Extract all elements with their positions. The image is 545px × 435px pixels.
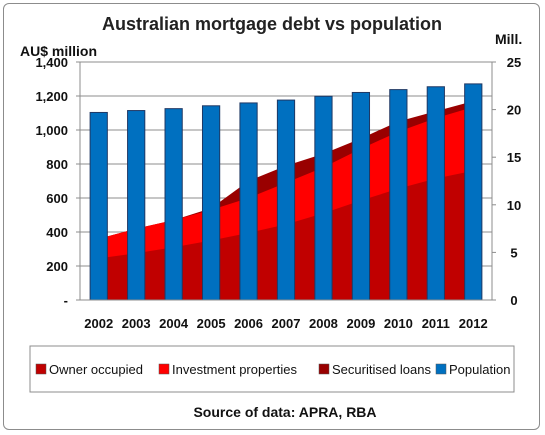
right-axis-unit: Mill. <box>495 31 522 47</box>
population-bar <box>464 83 483 301</box>
legend-swatch <box>158 363 170 375</box>
left-tick-label: 400 <box>46 225 68 240</box>
population-bar <box>127 110 146 301</box>
x-tick-label: 2008 <box>309 316 338 331</box>
x-tick-label: 2005 <box>197 316 226 331</box>
x-tick-label: 2006 <box>234 316 263 331</box>
right-tick-label: 15 <box>507 150 521 165</box>
x-tick-label: 2002 <box>84 316 113 331</box>
legend-swatch <box>318 363 330 375</box>
right-tick-label: 5 <box>510 245 517 260</box>
population-bar <box>389 89 408 301</box>
chart-title: Australian mortgage debt vs population <box>102 14 442 34</box>
legend-box <box>29 345 515 393</box>
x-tick-label: 2012 <box>459 316 488 331</box>
right-tick-label: 25 <box>507 55 521 70</box>
x-axis-ticks: 2002 2003 2004 2005 2006 2007 2008 2009 2010 2011… <box>84 316 487 331</box>
left-tick-label: 600 <box>46 191 68 206</box>
population-bar <box>314 95 333 301</box>
x-tick-label: 2009 <box>346 316 375 331</box>
population-bar <box>276 99 296 301</box>
population-bar <box>239 102 258 301</box>
legend-label: Investment properties <box>172 362 298 377</box>
source-note: Source of data: APRA, RBA <box>193 404 376 420</box>
population-bar <box>351 91 371 301</box>
legend-label: Securitised loans <box>332 362 431 377</box>
left-tick-label: 800 <box>46 157 68 172</box>
left-axis-ticks: - 200 400 600 800 1,000 1,200 1,400 <box>35 55 80 308</box>
legend-label: Owner occupied <box>49 362 143 377</box>
left-tick-label: 1,200 <box>35 89 68 104</box>
population-bar <box>164 108 183 301</box>
x-tick-label: 2003 <box>122 316 151 331</box>
left-tick-label: 1,400 <box>35 55 68 70</box>
x-tick-label: 2011 <box>422 316 450 331</box>
x-tick-label: 2010 <box>384 316 413 331</box>
legend: Owner occupied Investment properties Secur… <box>35 362 510 377</box>
legend-label: Population <box>449 362 510 377</box>
x-tick-label: 2004 <box>159 316 189 331</box>
population-bar <box>89 111 108 301</box>
left-tick-label: 1,000 <box>35 123 68 138</box>
population-bar <box>201 105 221 301</box>
x-tick-label: 2007 <box>272 316 301 331</box>
left-axis-unit: AU$ million <box>20 43 97 59</box>
left-tick-label: 200 <box>46 259 68 274</box>
right-tick-label: 0 <box>510 293 517 308</box>
legend-swatch <box>35 363 47 375</box>
legend-swatch <box>435 363 447 375</box>
right-tick-label: 20 <box>507 103 521 118</box>
left-tick-label: - <box>64 293 68 308</box>
right-axis-ticks: 0 5 10 15 20 25 <box>492 55 521 308</box>
right-tick-label: 10 <box>507 198 521 213</box>
population-bar <box>426 86 445 301</box>
